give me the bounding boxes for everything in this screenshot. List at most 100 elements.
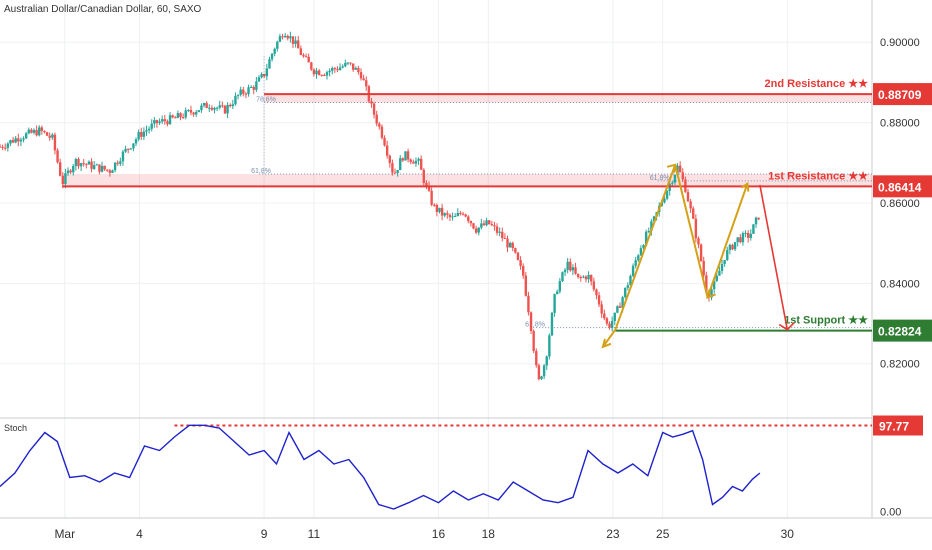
candle-body bbox=[90, 161, 93, 169]
candle-body bbox=[299, 48, 303, 55]
candle-body bbox=[265, 68, 269, 77]
candle-body bbox=[320, 75, 323, 77]
candle-body bbox=[242, 89, 245, 94]
candle-body bbox=[150, 123, 153, 129]
candle-body bbox=[584, 276, 588, 280]
candle-body bbox=[621, 297, 624, 308]
candle-body bbox=[176, 113, 180, 118]
candle-body bbox=[365, 80, 368, 87]
candle-body bbox=[179, 113, 182, 118]
candle-body bbox=[472, 223, 475, 229]
candle-body bbox=[236, 94, 240, 96]
candle-body bbox=[14, 138, 17, 143]
candle-body bbox=[613, 312, 616, 322]
candle-body bbox=[171, 115, 174, 118]
leg-up-2 bbox=[706, 183, 749, 298]
candle-body bbox=[121, 151, 125, 162]
candle-body bbox=[48, 135, 51, 138]
candle-body bbox=[542, 365, 546, 377]
candle-body bbox=[119, 161, 122, 164]
candle-body bbox=[404, 151, 407, 161]
candle-body bbox=[603, 313, 606, 319]
candle-body bbox=[134, 139, 138, 144]
fib-label: 61.8% bbox=[251, 168, 271, 175]
candle-body bbox=[289, 36, 292, 39]
candle-body bbox=[490, 224, 494, 226]
candle-body bbox=[208, 107, 211, 109]
overbought-badge-text: 97.77 bbox=[879, 420, 909, 434]
candle-body bbox=[718, 270, 721, 276]
candle-body bbox=[412, 161, 415, 164]
resistance-zone-2 bbox=[264, 94, 872, 103]
candle-body bbox=[399, 158, 402, 171]
candle-body bbox=[255, 81, 258, 90]
candle-body bbox=[51, 134, 54, 138]
candle-body bbox=[393, 172, 397, 174]
candle-body bbox=[291, 36, 295, 44]
candle-body bbox=[728, 244, 732, 250]
candle-body bbox=[317, 70, 321, 76]
price-levels: 2nd Resistance ★★ 1st Resistance ★★ 1st Su… bbox=[62, 78, 872, 332]
candle-body bbox=[56, 150, 59, 163]
candle-body bbox=[595, 289, 598, 296]
x-tick-label: 16 bbox=[432, 527, 446, 541]
candle-body bbox=[38, 127, 41, 136]
candle-body bbox=[647, 230, 650, 232]
candle-body bbox=[697, 238, 700, 245]
candle-body bbox=[181, 117, 185, 119]
candle-body bbox=[414, 160, 418, 164]
candle-body bbox=[174, 117, 177, 119]
candle-body bbox=[419, 158, 423, 170]
x-tick-label: 18 bbox=[482, 527, 496, 541]
candle-body bbox=[508, 242, 512, 248]
candle-body bbox=[592, 281, 596, 290]
candle-body bbox=[427, 185, 431, 191]
candle-body bbox=[72, 165, 75, 173]
candle-body bbox=[757, 217, 760, 220]
candle-body bbox=[27, 129, 30, 134]
candle-body bbox=[19, 139, 23, 142]
candle-body bbox=[540, 376, 543, 380]
candle-body bbox=[357, 67, 360, 73]
level-label-0: 2nd Resistance ★★ bbox=[765, 78, 869, 90]
fib-label: 61.8% bbox=[650, 175, 670, 182]
candle-body bbox=[383, 137, 386, 146]
candle-body bbox=[535, 351, 538, 366]
candle-body bbox=[556, 291, 559, 295]
candle-body bbox=[40, 127, 44, 132]
candle-body bbox=[616, 306, 619, 313]
arrowhead-start bbox=[601, 338, 612, 349]
candle-body bbox=[474, 228, 478, 233]
candle-body bbox=[85, 163, 88, 165]
candle-body bbox=[576, 273, 580, 278]
candle-body bbox=[401, 158, 405, 161]
candle-body bbox=[731, 244, 734, 250]
candle-body bbox=[563, 269, 567, 273]
candle-body bbox=[433, 204, 436, 206]
candle-body bbox=[218, 105, 221, 108]
candle-body bbox=[668, 183, 671, 191]
candle-body bbox=[333, 68, 337, 70]
price-badge-text-2: 0.82824 bbox=[878, 325, 922, 339]
candle-body bbox=[22, 138, 25, 140]
candle-body bbox=[456, 212, 459, 216]
candle-body bbox=[69, 170, 72, 173]
candle-body bbox=[624, 287, 627, 298]
candle-body bbox=[388, 155, 391, 164]
candle-body bbox=[480, 223, 483, 228]
candle-body bbox=[587, 274, 590, 280]
candle-body bbox=[336, 69, 339, 71]
candle-body bbox=[663, 198, 666, 203]
resistance-zones bbox=[62, 94, 873, 187]
candle-body bbox=[545, 356, 548, 366]
candle-body bbox=[195, 111, 198, 115]
candle-body bbox=[234, 95, 237, 105]
candle-body bbox=[231, 104, 235, 107]
candle-body bbox=[435, 204, 439, 212]
candle-body bbox=[312, 69, 316, 75]
resistance-zone-1 bbox=[62, 174, 873, 187]
stoch-line bbox=[0, 424, 761, 510]
chart-title: Australian Dollar/Canadian Dollar, 60, S… bbox=[4, 4, 202, 15]
level-label-1: 1st Resistance ★★ bbox=[768, 170, 868, 182]
